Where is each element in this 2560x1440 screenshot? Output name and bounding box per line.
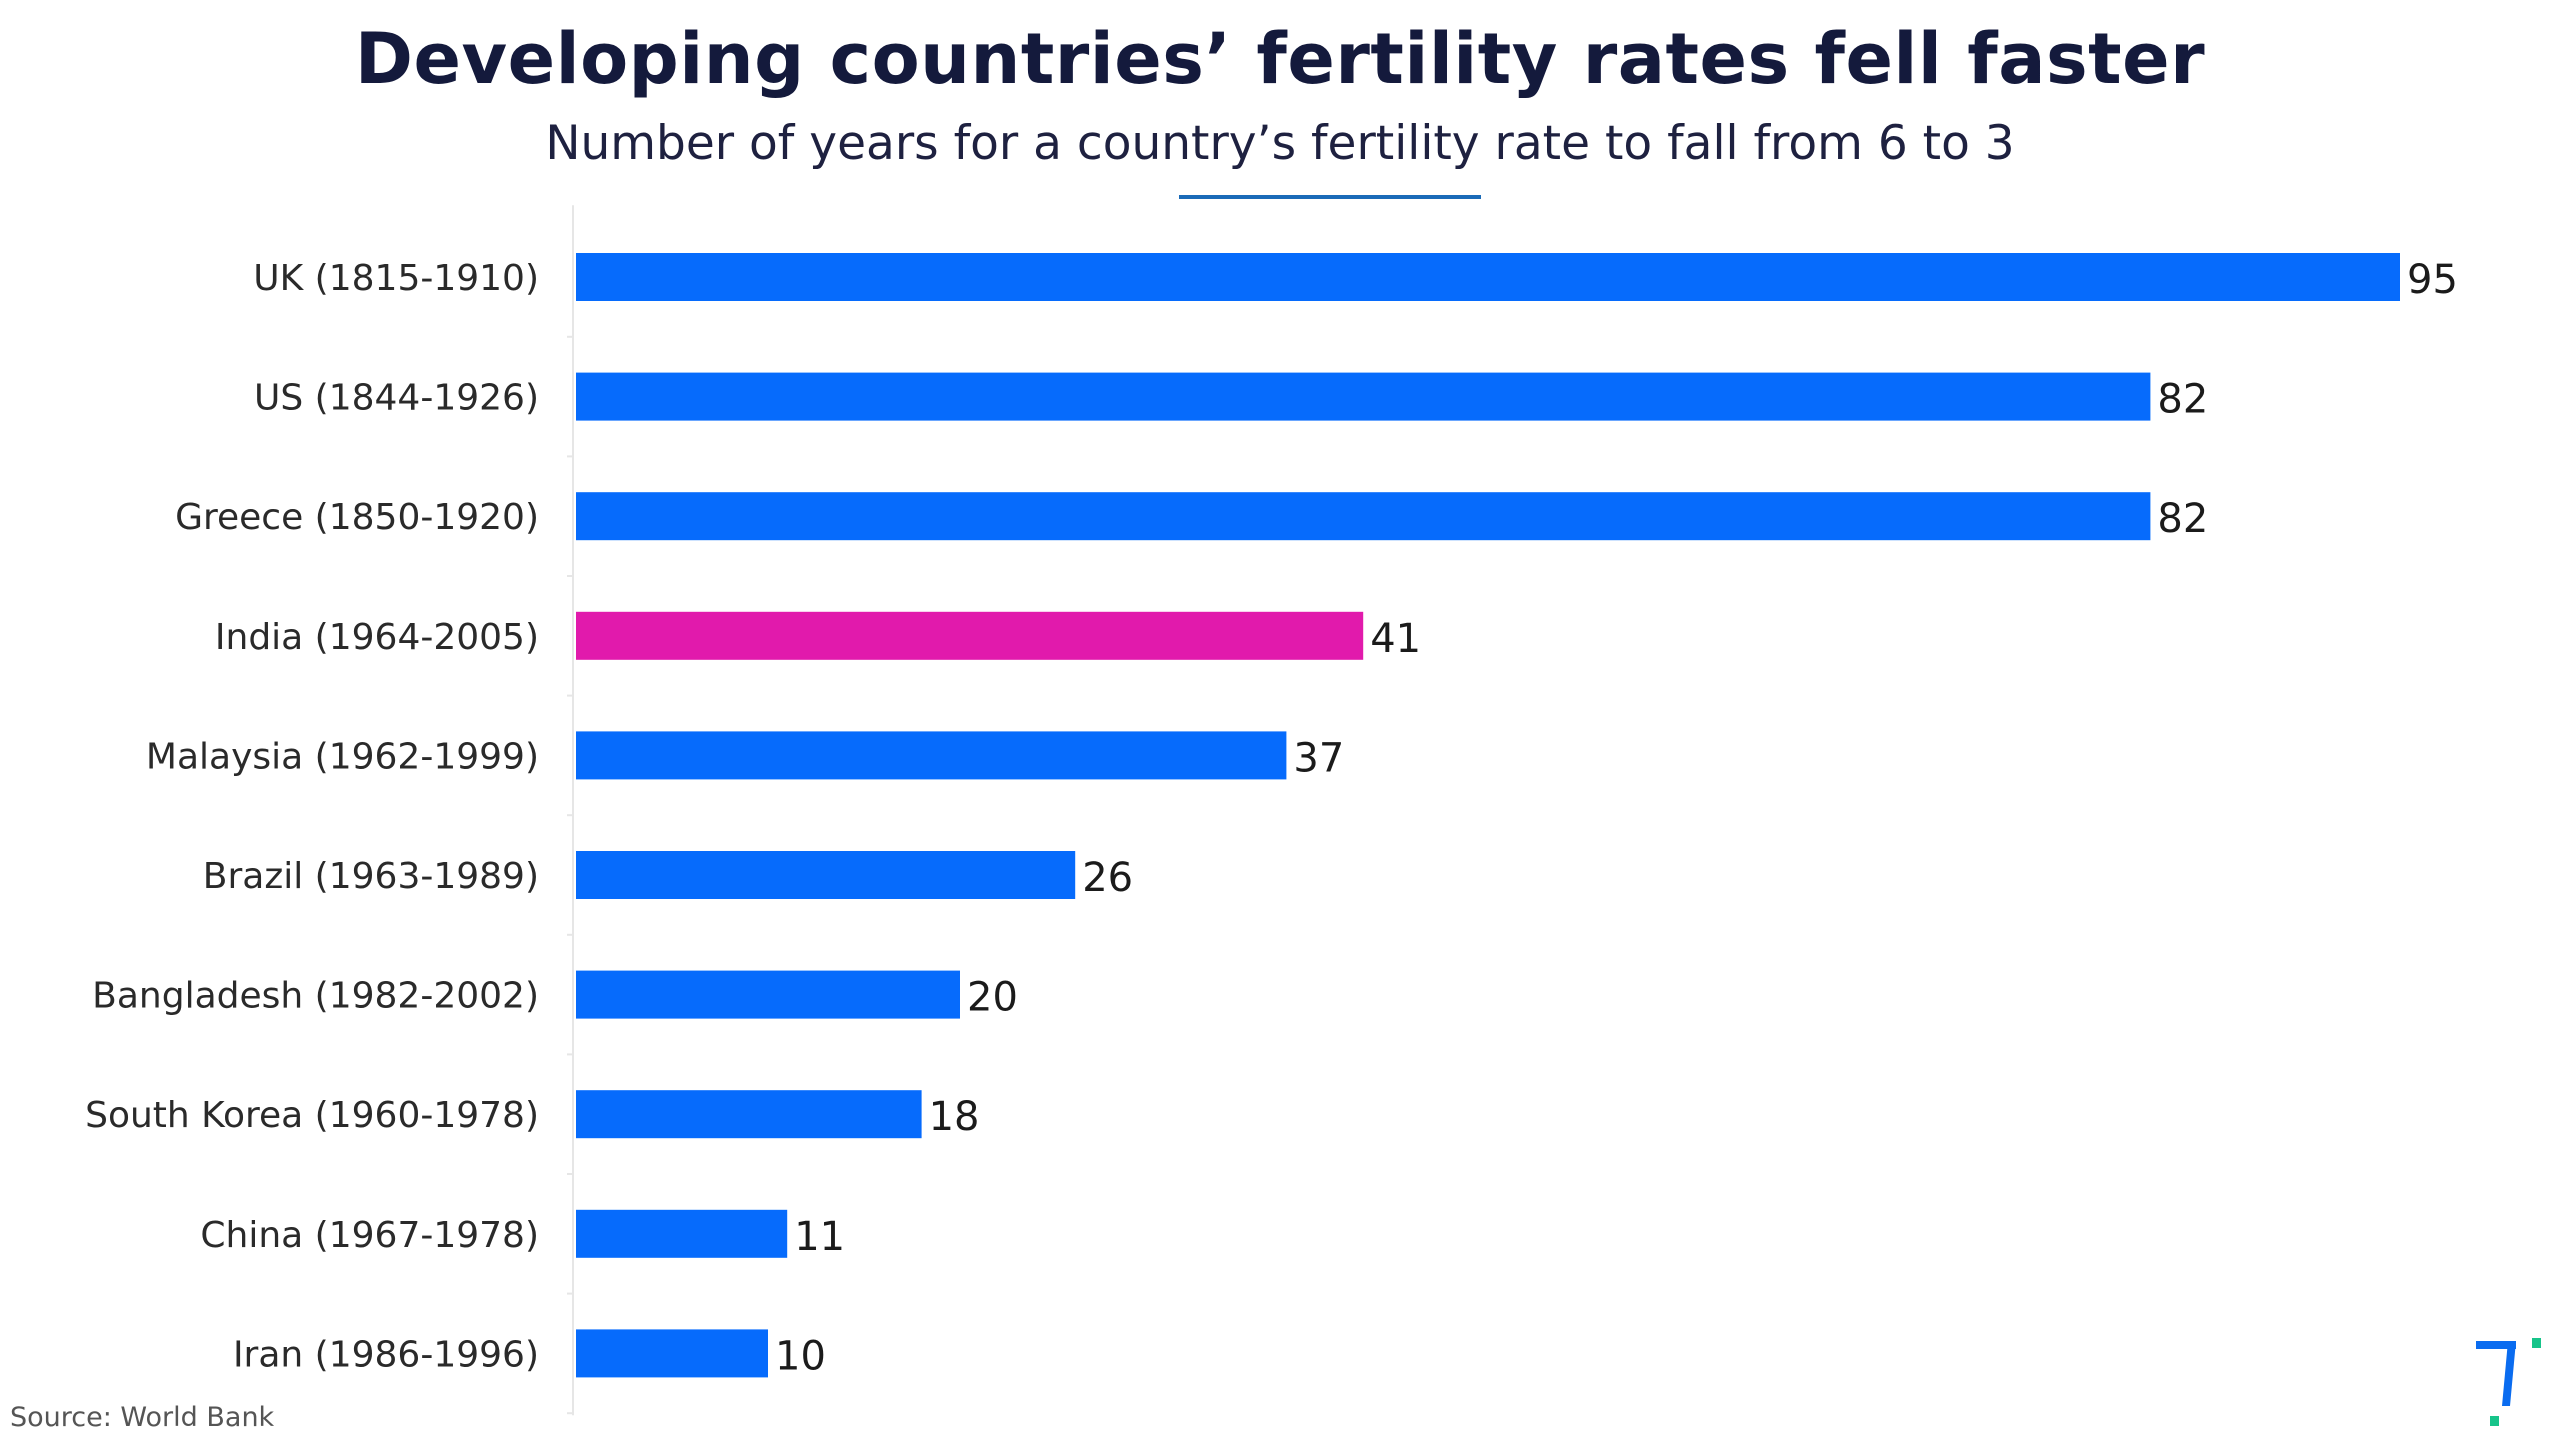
chart-subtitle: Number of years for a country’s fertilit… (545, 116, 2015, 171)
source-note: Source: World Bank (10, 1402, 275, 1433)
category-label: India (1964-2005) (215, 617, 539, 658)
category-label: Greece (1850-1920) (175, 497, 539, 538)
category-label: Iran (1986-1996) (233, 1334, 539, 1375)
subtitle-accent-line (1179, 195, 1481, 199)
bar (576, 851, 1076, 899)
logo-top-bar (2476, 1341, 2516, 1349)
data-label: 95 (2407, 257, 2458, 303)
category-label: UK (1815-1910) (253, 258, 539, 299)
category-label: China (1967-1978) (200, 1215, 539, 1256)
bar (576, 1209, 788, 1258)
data-label: 26 (1082, 855, 1133, 901)
logo-stem (2502, 1341, 2516, 1406)
bar (576, 1090, 922, 1139)
bar (576, 253, 2400, 301)
bar (576, 970, 960, 1019)
category-label: South Korea (1960-1978) (85, 1095, 539, 1136)
data-label: 11 (794, 1214, 845, 1260)
data-label: 37 (1293, 735, 1344, 781)
category-label: Brazil (1963-1989) (203, 856, 539, 897)
seven-logo-icon (2476, 1338, 2541, 1426)
data-label: 10 (775, 1333, 826, 1379)
category-label: Malaysia (1962-1999) (146, 736, 539, 777)
category-label: Bangladesh (1982-2002) (92, 976, 539, 1017)
bar (576, 492, 2151, 541)
bar (576, 1329, 768, 1378)
category-label: US (1844-1926) (254, 378, 539, 419)
bar (576, 372, 2151, 421)
bar (576, 611, 1364, 660)
logo-bottom-dot (2490, 1416, 2499, 1426)
data-label: 18 (929, 1094, 980, 1140)
data-label: 82 (2157, 496, 2208, 542)
bar (576, 731, 1287, 780)
data-label: 20 (967, 975, 1018, 1021)
data-label: 82 (2157, 377, 2208, 423)
logo-top-dot (2532, 1338, 2541, 1348)
chart-title: Developing countries’ fertility rates fe… (354, 18, 2206, 100)
data-label: 41 (1370, 616, 1421, 662)
